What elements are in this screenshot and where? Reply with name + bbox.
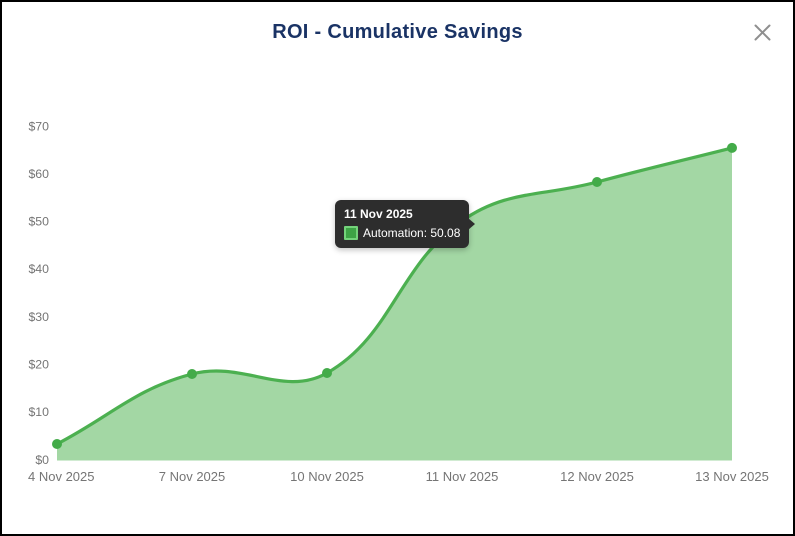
tooltip-date: 11 Nov 2025	[344, 207, 413, 221]
x-axis-label: 4 Nov 2025	[28, 469, 95, 484]
data-point[interactable]	[322, 368, 332, 378]
data-point[interactable]	[52, 439, 62, 449]
close-button[interactable]	[753, 23, 772, 42]
chart-tooltip: 11 Nov 2025 Automation: 50.08	[335, 200, 476, 248]
data-point[interactable]	[187, 369, 197, 379]
data-point[interactable]	[727, 142, 737, 153]
y-axis-label: $20	[28, 358, 49, 372]
tooltip-caret	[468, 218, 476, 230]
x-axis-label: 12 Nov 2025	[560, 469, 634, 484]
x-axis-label: 11 Nov 2025	[426, 469, 499, 484]
y-axis-label: $40	[28, 262, 49, 276]
y-axis-label: $30	[28, 310, 49, 324]
y-axis-label: $10	[28, 405, 49, 419]
x-axis-label: 7 Nov 2025	[159, 469, 226, 484]
y-axis-label: $70	[28, 119, 49, 133]
y-axis-label: $50	[28, 215, 49, 229]
tooltip-series-value: Automation: 50.08	[363, 226, 461, 240]
close-icon	[754, 24, 771, 41]
data-point[interactable]	[592, 177, 602, 187]
y-axis-label: $60	[28, 167, 49, 181]
x-axis-label: 10 Nov 2025	[290, 469, 364, 484]
dialog-title: ROI - Cumulative Savings	[272, 21, 523, 43]
series-swatch-icon	[344, 226, 358, 240]
area-fill	[57, 147, 732, 461]
y-axis-label: $0	[35, 453, 49, 467]
x-axis-label: 13 Nov 2025	[695, 469, 769, 484]
